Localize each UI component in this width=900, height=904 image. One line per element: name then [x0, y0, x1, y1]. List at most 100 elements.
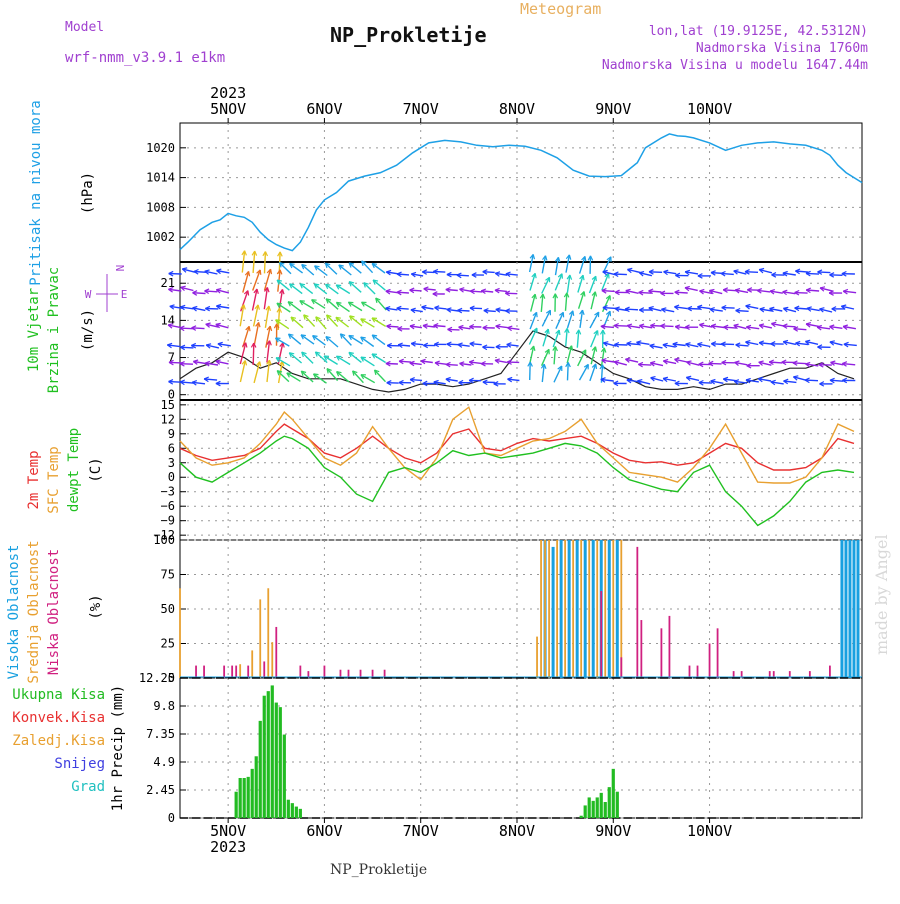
precip-legend-label: Snijeg	[54, 756, 105, 772]
pressure-frame	[180, 123, 862, 262]
precip-bar	[263, 696, 266, 818]
precip-bar	[283, 735, 286, 818]
y-tick-label: 75	[161, 568, 175, 582]
wind-arrow	[364, 283, 375, 294]
cloud-bar	[592, 540, 595, 678]
y-tick-label: 1002	[146, 230, 175, 244]
cloud-unit-label: (%)	[88, 594, 104, 619]
precip-bar	[616, 792, 619, 818]
credit-watermark: made by Angel	[872, 534, 891, 655]
wind-arrow	[302, 352, 313, 363]
y-tick-label: 1008	[146, 200, 175, 214]
y-tick-label: 1014	[146, 171, 175, 185]
precip-legend-label: Ukupna Kisa	[12, 687, 105, 703]
precip-bar	[247, 777, 250, 818]
wind-legend-e: E	[121, 288, 128, 301]
precip-bar	[588, 797, 591, 818]
precip-bar	[279, 707, 282, 818]
wind-arrow	[336, 317, 349, 327]
y-tick-label: 25	[161, 637, 175, 651]
wind-arrow	[300, 284, 313, 294]
cloud-bar	[552, 547, 555, 678]
precip-bar	[275, 703, 278, 818]
precip-bar	[584, 805, 587, 818]
bottom-date-label: 7NOV	[403, 822, 439, 840]
y-tick-label: 9	[168, 427, 175, 441]
wind-arrow	[291, 317, 303, 328]
wind-arrow	[530, 362, 531, 380]
cloud-bar	[584, 540, 587, 678]
wind-legend-w: W	[85, 288, 92, 301]
altitude-label: Nadmorska Visina 1760m	[696, 41, 868, 56]
top-date-label: 8NOV	[499, 100, 535, 118]
wind-arrow	[350, 316, 362, 326]
lonlat-label: lon,lat (19.9125E, 42.5312N)	[649, 24, 868, 39]
y-tick-label: −9	[161, 514, 175, 528]
wind-arrow	[313, 336, 326, 346]
wind-axis-label-2: Brzina i Pravac	[46, 267, 62, 393]
station-title: NP_Prokletije	[330, 23, 487, 47]
wind-arrow	[288, 302, 301, 312]
cloud-bar	[576, 540, 579, 678]
pressure-axis-label: Pritisak na nivou mora	[28, 100, 44, 285]
y-tick-label: 9.8	[153, 699, 175, 713]
model-label: Model	[65, 20, 104, 35]
bottom-year-label: 2023	[210, 838, 246, 856]
precip-bar	[592, 801, 595, 818]
y-tick-label: −6	[161, 499, 175, 513]
wind-arrow	[304, 315, 315, 327]
y-tick-label: −3	[161, 485, 175, 499]
wind-arrow	[337, 372, 349, 382]
precip-frame	[180, 678, 862, 818]
bottom-date-label: 8NOV	[499, 822, 535, 840]
temp-dewpt-label: dewpt Temp	[66, 428, 82, 512]
y-tick-label: 0	[168, 470, 175, 484]
bottom-date-label: 6NOV	[306, 822, 342, 840]
wind-arrow	[290, 264, 303, 273]
temperature-frame	[180, 400, 862, 540]
precip-unit-label: 1hr Precip (mm)	[110, 685, 126, 811]
temp-unit-label: (C)	[88, 457, 104, 482]
top-date-label: 5NOV	[210, 100, 246, 118]
precip-bar	[291, 803, 294, 818]
clouds-frame	[180, 540, 862, 678]
precip-bar	[299, 809, 302, 818]
pressure-unit-label: (hPa)	[80, 172, 96, 214]
wind-arrow	[361, 337, 374, 346]
wind-arrow	[580, 364, 589, 380]
precip-bar	[596, 797, 599, 818]
temp-2m-label: 2m Temp	[26, 450, 42, 509]
wind-arrow	[349, 263, 361, 273]
cloud-bar	[848, 540, 851, 678]
top-date-label: 9NOV	[595, 100, 631, 118]
y-tick-label: 12.25	[139, 671, 175, 685]
y-tick-label: 50	[161, 602, 175, 616]
wind-arrow	[339, 265, 352, 275]
precip-bar	[243, 778, 246, 818]
wind-arrow	[325, 263, 337, 274]
y-tick-label: 0	[168, 811, 175, 825]
precip-bar	[255, 756, 258, 818]
temp-sfc-label: SFC Temp	[46, 446, 62, 513]
wind-axis-label-1: 10m Vjetar	[26, 288, 42, 372]
wind-arrow	[301, 335, 314, 344]
y-tick-label: 4.9	[153, 755, 175, 769]
wind-arrow	[326, 299, 338, 310]
precip-legend-label: Zaledj.Kisa	[12, 733, 105, 749]
cloud-high-label: Visoka Oblacnost	[6, 545, 22, 680]
y-tick-label: 7.35	[146, 727, 175, 741]
y-tick-label: 1020	[146, 141, 175, 155]
precip-legend-label: Grad	[71, 779, 105, 795]
cloud-bar	[840, 540, 843, 678]
precip-bar	[600, 793, 603, 818]
wind-unit-label: (m/s)	[80, 309, 96, 351]
chart-kind: Meteogram	[520, 0, 601, 18]
precip-bar	[235, 792, 238, 818]
y-tick-label: 100	[153, 533, 175, 547]
precip-legend-label: Konvek.Kisa	[12, 710, 105, 726]
cloud-bar	[852, 540, 855, 678]
bottom-date-label: 9NOV	[595, 822, 631, 840]
wind-arrow	[372, 264, 385, 274]
wind-arrow	[372, 335, 385, 345]
